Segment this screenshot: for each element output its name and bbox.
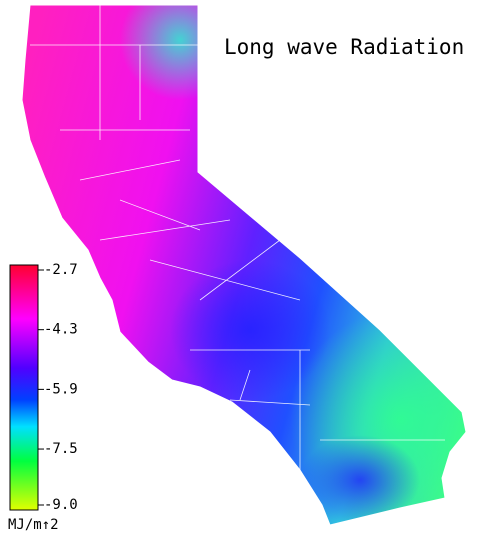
tick-label: -9.0	[44, 497, 78, 513]
tick-label: -5.9	[44, 381, 78, 397]
tick-label: -2.7	[44, 262, 78, 278]
color-bar	[9, 264, 39, 511]
color-bar-ticks: -2.7 -4.3 -5.9 -7.5 -9.0	[38, 262, 78, 513]
unit-label: MJ/m↑2	[8, 517, 59, 533]
tick-label: -4.3	[44, 322, 78, 338]
tick-label: -7.5	[44, 441, 78, 457]
map-title: Long wave Radiation	[224, 35, 464, 59]
